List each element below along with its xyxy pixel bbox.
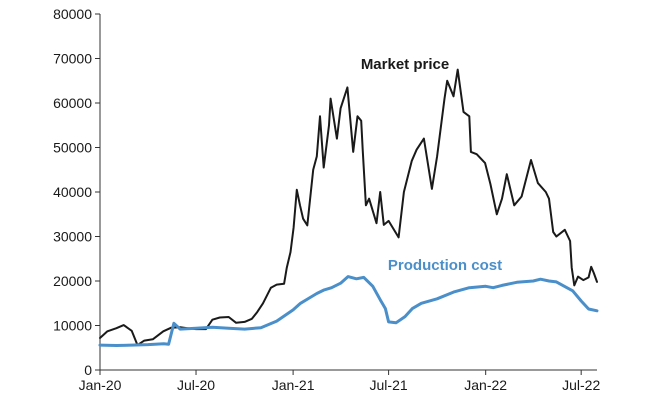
y-tick-label: 60000 [53,95,92,111]
production-cost-line [98,275,599,347]
market-price-label: Market price [361,56,449,73]
y-tick-label: 10000 [53,318,92,334]
y-tick-label: 20000 [53,273,92,289]
x-tick-label: Jan-21 [272,377,315,393]
y-tick-label: 80000 [53,6,92,22]
x-tick-label: Jan-20 [79,377,122,393]
y-axis: 0 10000 20000 30000 40000 50000 60000 70000 8000… [53,6,101,378]
x-axis: Jan-20 Jul-20 Jan-21 Jul-21 Jan-22 Jul-22 [79,369,600,393]
x-tick-label: Jul-21 [370,377,408,393]
market-price-line [99,68,598,347]
x-tick-label: Jul-20 [177,377,215,393]
x-tick-label: Jul-22 [562,377,600,393]
series-layer [98,68,599,347]
y-tick-label: 30000 [53,229,92,245]
y-tick-label: 70000 [53,51,92,67]
production-cost-label: Production cost [388,257,502,274]
y-tick-label: 50000 [53,140,92,156]
y-tick-label: 40000 [53,184,92,200]
y-tick-label: 0 [84,362,92,378]
x-tick-label: Jan-22 [464,377,507,393]
